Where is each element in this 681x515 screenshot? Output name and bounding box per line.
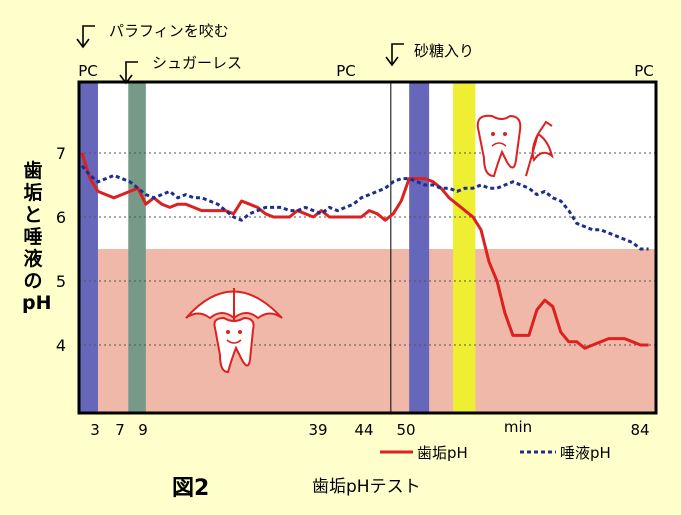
broken-umbrella — [525, 133, 554, 177]
tooth-body — [213, 316, 255, 374]
annotation-label: 砂糖入り — [414, 42, 474, 60]
y-axis-title-char: と — [23, 204, 43, 226]
x-tick-label: 84 — [630, 421, 649, 439]
pc-band — [409, 82, 430, 413]
acid-zone — [79, 249, 656, 413]
sugarless-band — [128, 82, 146, 413]
sad-tooth-umbrella-icon — [476, 114, 554, 178]
sugar-band — [453, 82, 476, 413]
y-axis-title: 歯垢と唾液の pH — [22, 160, 52, 314]
tooth-smile — [226, 339, 242, 344]
x-tick-label: 50 — [396, 421, 415, 439]
x-tick-label: 44 — [354, 421, 373, 439]
x-tick-label: 7 — [115, 421, 125, 439]
y-tick-label: 7 — [56, 144, 66, 163]
x-axis-label: min — [504, 418, 532, 436]
tooth-body — [476, 114, 522, 178]
x-tick-label: 9 — [138, 421, 148, 439]
annotation-arrow — [76, 25, 95, 49]
y-tick-label: 4 — [56, 336, 66, 355]
series-line-saliva — [80, 164, 649, 251]
legend-label-plaque: 歯垢pH — [417, 444, 468, 462]
plot-frame — [77, 80, 658, 415]
x-tick-label: 39 — [308, 421, 327, 439]
tooth-frown — [491, 142, 507, 147]
arrow-line — [391, 43, 404, 64]
pc-label: PC — [78, 62, 98, 80]
arrow-head — [119, 74, 133, 85]
annotation-label: シュガーレス — [152, 54, 242, 72]
figure-label: 図2 — [172, 476, 210, 501]
arrow-head — [76, 38, 90, 49]
annotation-label: パラフィンを咬む — [109, 22, 229, 40]
y-axis-title-char: 唾 — [23, 226, 43, 248]
arrow-line — [82, 25, 95, 46]
tooth-eye — [503, 132, 507, 136]
y-axis-title-char: pH — [22, 292, 52, 314]
chart-caption: 歯垢pHテスト — [312, 477, 421, 497]
x-tick-label: 3 — [90, 421, 100, 439]
y-axis-title-char: 液 — [23, 248, 43, 270]
y-axis-title-char: 歯 — [23, 160, 43, 182]
y-tick-label: 5 — [56, 272, 66, 291]
pc-band — [79, 82, 98, 413]
tooth-eye — [491, 132, 495, 136]
y-tick-label: 6 — [56, 208, 66, 227]
pc-label: PC — [634, 62, 654, 80]
annotation-arrow — [119, 61, 138, 85]
umbrella-handle — [537, 120, 553, 135]
arrow-line — [125, 61, 138, 82]
y-axis-title-char: の — [23, 270, 43, 292]
annotation-arrow — [385, 43, 404, 67]
arrow-head — [385, 56, 399, 67]
tooth-eye — [238, 330, 242, 334]
pc-label: PC — [336, 62, 356, 80]
tooth-eye — [226, 330, 230, 334]
series-line-plaque — [80, 152, 649, 350]
y-axis-title-char: 垢 — [23, 182, 43, 204]
happy-tooth-umbrella-icon — [185, 288, 283, 374]
legend-label-saliva: 唾液pH — [560, 444, 611, 462]
